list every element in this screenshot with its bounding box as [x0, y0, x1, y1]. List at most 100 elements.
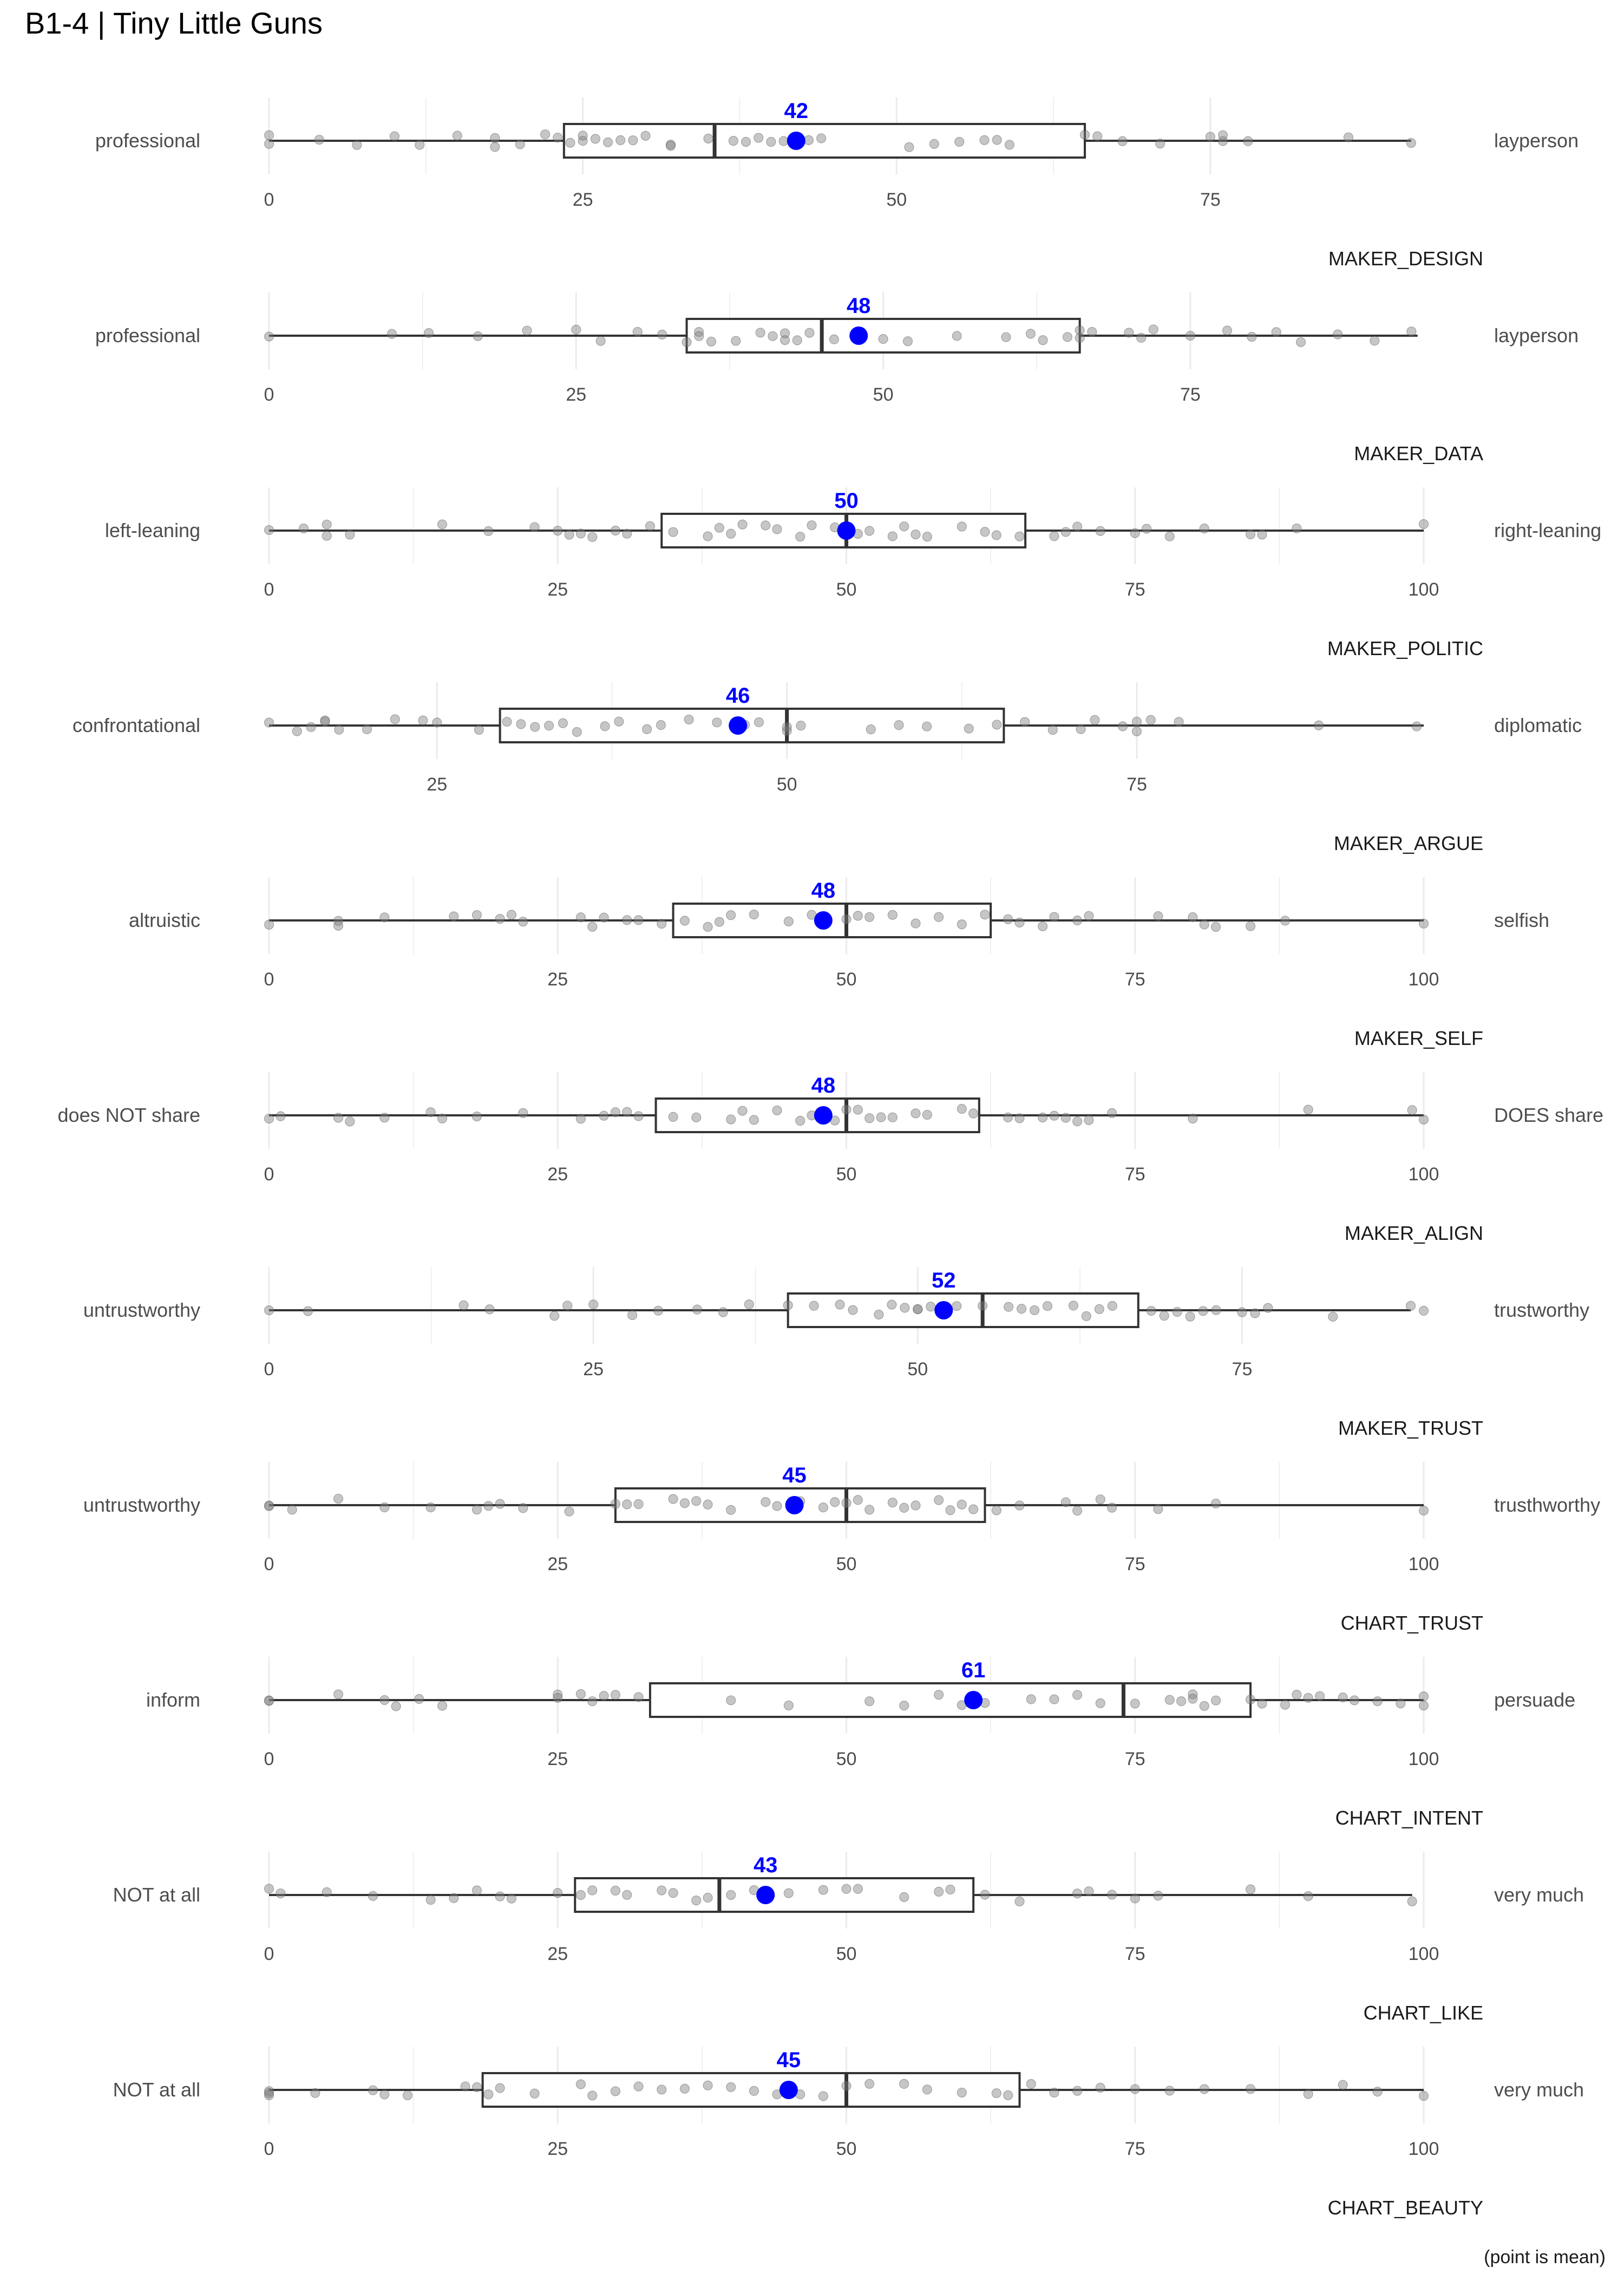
data-point [968, 1108, 979, 1119]
data-point [1014, 1113, 1025, 1123]
box [562, 123, 1086, 159]
data-point [610, 1499, 621, 1509]
data-point [1406, 326, 1417, 337]
data-point [829, 334, 839, 344]
variable-label: MAKER_DESIGN [1328, 247, 1483, 270]
data-point [1280, 916, 1291, 926]
data-point [558, 718, 568, 728]
tick-label: 100 [1409, 579, 1439, 600]
data-point [887, 1498, 898, 1508]
data-point [402, 2090, 413, 2101]
data-point [809, 1301, 819, 1311]
data-point [483, 526, 494, 537]
data-point [495, 1891, 505, 1901]
data-point [754, 717, 764, 728]
data-point [957, 521, 967, 532]
mean-label: 50 [834, 489, 859, 513]
data-point [495, 1499, 505, 1509]
data-point [1338, 1693, 1348, 1703]
data-point [780, 328, 790, 338]
data-point [1411, 721, 1422, 731]
data-point [714, 917, 724, 927]
data-point [818, 1502, 828, 1513]
data-point [1314, 1691, 1325, 1701]
data-point [633, 1692, 644, 1702]
data-point [587, 1696, 598, 1707]
data-point [899, 521, 909, 532]
data-point [1418, 1114, 1429, 1125]
mean-label: 42 [784, 99, 809, 123]
data-point [1001, 332, 1011, 342]
left-label: left-leaning [105, 519, 200, 541]
data-point [530, 722, 540, 732]
data-point [1047, 724, 1058, 735]
tick-label: 75 [1125, 1554, 1145, 1574]
data-point [1095, 2082, 1105, 2093]
tick-label: 50 [873, 384, 894, 405]
data-point [1072, 521, 1083, 532]
data-point [1333, 329, 1343, 339]
data-point [345, 530, 355, 540]
data-point [679, 2083, 690, 2094]
data-point [934, 1886, 944, 1897]
data-point [911, 529, 921, 540]
data-point [853, 1884, 863, 1894]
data-point [934, 1690, 944, 1700]
data-point [1222, 325, 1233, 336]
data-point [379, 2089, 390, 2100]
data-point [853, 1495, 863, 1505]
data-point [848, 1305, 858, 1315]
data-point [841, 914, 852, 924]
data-point [1198, 1306, 1208, 1316]
data-point [287, 1505, 297, 1515]
data-point [657, 919, 667, 929]
data-point [772, 1105, 782, 1116]
variable-label: MAKER_TRUST [1338, 1417, 1483, 1439]
tick-label: 75 [1127, 774, 1147, 795]
data-point [1079, 130, 1090, 140]
data-point [853, 1105, 863, 1115]
data-point [657, 2084, 667, 2095]
data-point [1117, 136, 1128, 146]
panel-chart-trust: 45 untrustworthy trusthworthy 0 25 50 75 100 CHA… [83, 1462, 1600, 1634]
data-point [807, 520, 817, 531]
data-point [768, 331, 778, 341]
tick-label: 75 [1232, 1359, 1253, 1380]
data-point [418, 715, 428, 726]
tick-label: 75 [1125, 579, 1145, 600]
data-point [264, 331, 274, 342]
panel-maker-self: 48 altruistic selfish 0 25 50 75 100 MAKER_SELF [129, 877, 1549, 1049]
tick-label: 75 [1125, 1749, 1145, 1769]
data-point [587, 922, 598, 932]
data-point [490, 133, 500, 143]
data-point [1095, 526, 1105, 536]
data-point [264, 525, 274, 535]
data-point [1072, 2086, 1083, 2096]
data-point [362, 724, 372, 735]
right-label: layperson [1494, 324, 1579, 347]
data-point [1164, 1695, 1175, 1705]
data-point [334, 724, 344, 735]
data-point [1118, 721, 1128, 731]
data-point [1003, 914, 1013, 924]
tick-label: 0 [264, 2139, 274, 2159]
data-point [1164, 531, 1175, 541]
data-point [1349, 1695, 1360, 1706]
data-point [632, 326, 643, 337]
left-label: does NOT share [58, 1104, 200, 1126]
data-point [1407, 1105, 1417, 1115]
data-point [796, 721, 806, 731]
data-point [968, 1504, 979, 1514]
left-label: NOT at all [113, 1884, 200, 1906]
data-point [1245, 529, 1256, 539]
data-point [1020, 717, 1030, 727]
data-point [1210, 1498, 1221, 1509]
tick-label: 75 [1125, 969, 1145, 990]
data-point [1131, 716, 1142, 727]
data-point [1245, 1884, 1256, 1894]
data-point [1210, 1695, 1221, 1706]
data-point [1146, 1305, 1156, 1316]
data-point [379, 1502, 390, 1513]
data-point [692, 1304, 702, 1315]
data-point [432, 717, 442, 728]
